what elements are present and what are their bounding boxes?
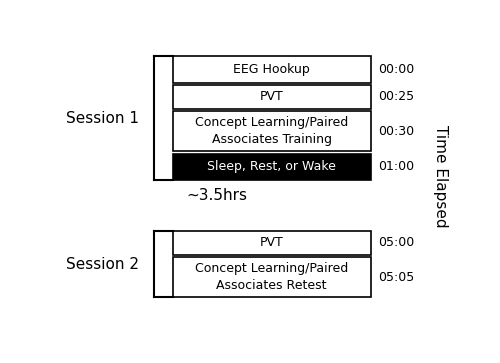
FancyBboxPatch shape [173,56,370,83]
Text: 00:25: 00:25 [378,90,414,103]
FancyBboxPatch shape [173,231,370,254]
Text: EEG Hookup: EEG Hookup [234,63,310,76]
Text: Session 2: Session 2 [66,257,140,272]
Text: 01:00: 01:00 [378,160,414,174]
FancyBboxPatch shape [173,154,370,180]
Text: ~3.5hrs: ~3.5hrs [186,188,248,203]
FancyBboxPatch shape [173,85,370,109]
Text: 05:00: 05:00 [378,236,414,249]
FancyBboxPatch shape [173,257,370,297]
Text: PVT: PVT [260,236,283,249]
Text: 00:30: 00:30 [378,125,414,138]
Text: 05:05: 05:05 [378,270,414,284]
Text: 00:00: 00:00 [378,63,414,76]
FancyBboxPatch shape [173,111,370,151]
Text: Concept Learning/Paired
Associates Retest: Concept Learning/Paired Associates Retes… [195,262,348,292]
Text: Time Elapsed: Time Elapsed [433,126,448,228]
Text: Session 1: Session 1 [66,111,140,126]
Text: Sleep, Rest, or Wake: Sleep, Rest, or Wake [208,160,336,174]
Text: PVT: PVT [260,90,283,103]
Text: Concept Learning/Paired
Associates Training: Concept Learning/Paired Associates Train… [195,116,348,146]
